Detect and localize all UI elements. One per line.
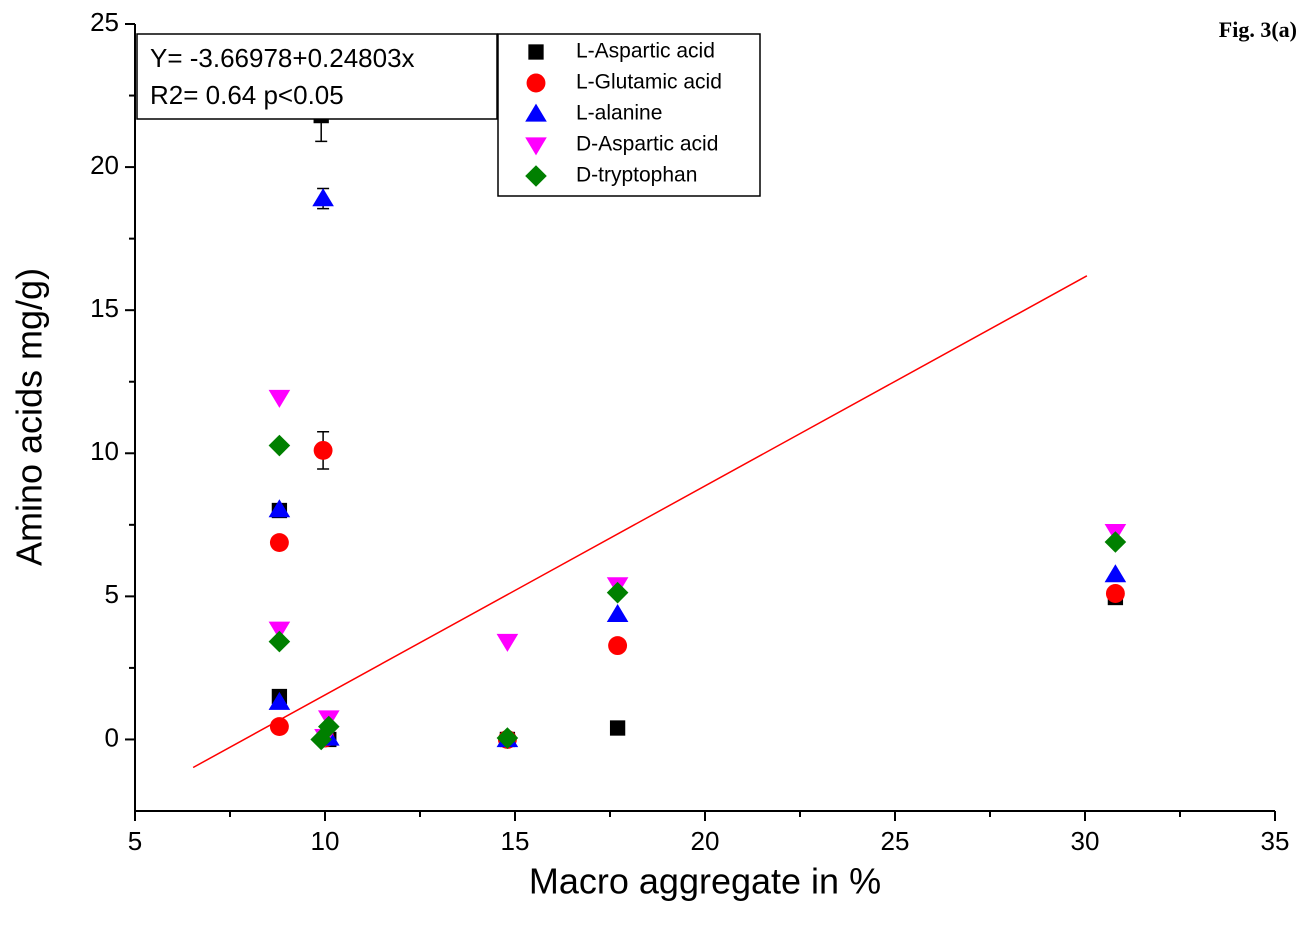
legend-label: D-tryptophan <box>576 164 697 187</box>
marker-triangle-down <box>496 633 519 652</box>
annotation-box <box>136 33 498 120</box>
y-tick-label: 5 <box>105 579 119 609</box>
marker-diamond <box>496 727 519 749</box>
legend-marker <box>525 103 547 122</box>
marker-diamond <box>1104 531 1127 553</box>
fit-line <box>192 275 1088 769</box>
legend-marker <box>525 137 547 156</box>
marker-circle <box>313 440 333 460</box>
y-tick-label: 15 <box>90 293 119 323</box>
marker-circle <box>1105 584 1125 603</box>
legend-label: L-alanine <box>576 102 662 125</box>
legend-marker <box>526 73 546 93</box>
marker-triangle-up <box>312 188 334 207</box>
y-tick-label: 25 <box>90 7 119 37</box>
y-tick-label: 0 <box>105 722 119 752</box>
marker-triangle-down <box>268 389 291 408</box>
annotation: R2= 0.64 p<0.05 <box>150 80 344 110</box>
marker-triangle-up <box>1104 564 1127 583</box>
annotation: Y= -3.66978+0.24803x <box>150 43 415 73</box>
marker-triangle-up <box>268 499 291 518</box>
x-axis-label: Macro aggregate in % <box>529 861 881 902</box>
marker-diamond <box>318 715 340 738</box>
legend-marker <box>528 44 544 60</box>
marker-diamond <box>268 434 291 457</box>
marker-triangle-up <box>268 691 291 710</box>
x-tick-label: 10 <box>311 826 340 856</box>
y-tick-label: 10 <box>90 436 119 466</box>
legend-label: D-Aspartic acid <box>576 133 718 156</box>
marker-circle <box>269 533 289 553</box>
legend-label: L-Aspartic acid <box>576 40 715 63</box>
x-tick-label: 15 <box>501 826 530 856</box>
y-axis-label: Amino acids mg/g) <box>9 268 50 566</box>
marker-square <box>609 720 626 736</box>
marker-triangle-down <box>268 621 291 640</box>
y-tick-label: 20 <box>90 150 119 180</box>
x-tick-label: 20 <box>691 826 720 856</box>
x-tick-label: 35 <box>1261 826 1290 856</box>
marker-diamond <box>606 581 629 604</box>
x-tick-label: 25 <box>881 826 910 856</box>
marker-triangle-up <box>606 604 629 623</box>
x-tick-label: 30 <box>1071 826 1100 856</box>
x-tick-label: 5 <box>128 826 142 856</box>
marker-circle <box>269 717 289 737</box>
marker-circle <box>608 636 628 656</box>
legend-label: L-Glutamic acid <box>576 71 722 94</box>
legend-marker <box>525 165 547 187</box>
figure-label: Fig. 3(a) <box>1219 17 1297 42</box>
marker-diamond <box>268 630 291 653</box>
